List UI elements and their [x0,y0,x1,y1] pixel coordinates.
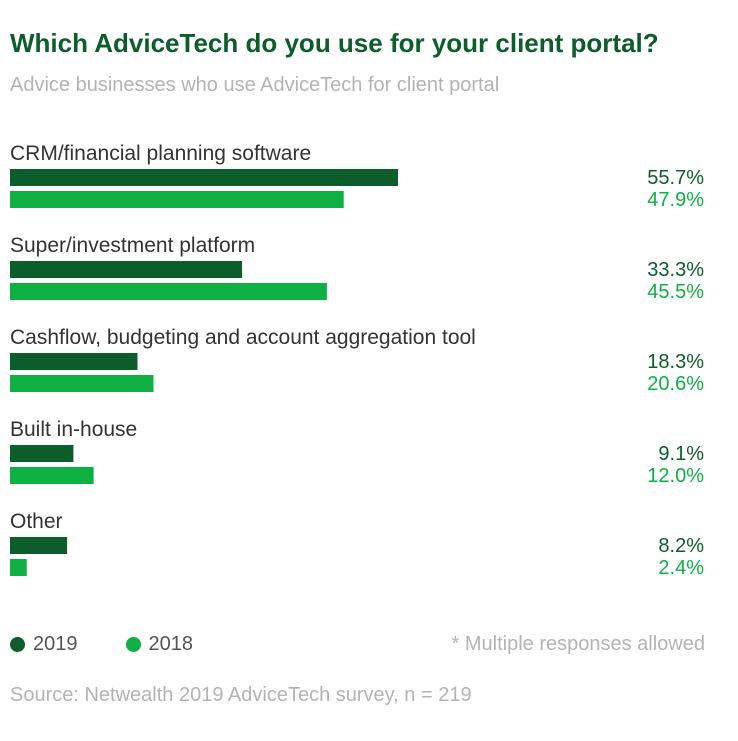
category-label-built-in-house: Built in-house [10,418,137,441]
bar-2019-built-in-house [10,445,74,462]
legend-swatch-2018 [125,637,141,652]
bar-2018-cashflow-budgeting-and-account-aggregation-tool [10,375,154,392]
footnote: * Multiple responses allowed [451,633,705,655]
legend-swatch-2019 [10,637,25,652]
value-label-2019-cashflow-budgeting-and-account-aggregation-tool: 18.3% [647,351,704,373]
value-label-2018-built-in-house: 12.0% [647,465,704,487]
legend: 2019 2018 [10,633,241,656]
value-label-2019-crm-financial-planning-software: 55.7% [647,167,704,189]
bar-2018-other [10,559,27,576]
legend-item-2019: 2019 [10,633,78,656]
bar-chart: CRM/financial planning software 55.7%47.9… [10,142,704,579]
value-label-2018-super-investment-platform: 45.5% [647,281,704,303]
chart-subtitle: Advice businesses who use AdviceTech for… [10,74,500,96]
legend-label-2019: 2019 [33,633,78,655]
chart-title: Which AdviceTech do you use for your cli… [10,28,659,58]
value-label-2019-built-in-house: 9.1% [658,443,704,465]
value-label-2018-cashflow-budgeting-and-account-aggregation-tool: 20.6% [647,373,704,395]
source-note: Source: Netwealth 2019 AdviceTech survey… [10,684,472,706]
bar-2018-crm-financial-planning-software [10,191,344,208]
category-label-crm-financial-planning-software: CRM/financial planning software [10,142,311,165]
legend-label-2018: 2018 [148,633,194,655]
legend-item-2018: 2018 [125,633,194,656]
value-label-2018-crm-financial-planning-software: 47.9% [647,189,704,211]
category-label-cashflow-budgeting-and-account-aggregation-tool: Cashflow, budgeting and account aggregat… [10,326,476,349]
category-label-super-investment-platform: Super/investment platform [10,234,255,257]
bar-2018-built-in-house [10,467,94,484]
value-label-2019-super-investment-platform: 33.3% [647,259,704,281]
bar-2019-cashflow-budgeting-and-account-aggregation-tool [10,353,138,370]
bar-2019-crm-financial-planning-software [10,169,398,186]
value-label-2019-other: 8.2% [658,535,704,557]
bar-2018-super-investment-platform [10,283,327,300]
bar-2019-other [10,537,68,554]
bar-2019-super-investment-platform [10,261,242,278]
value-label-2018-other: 2.4% [658,557,704,579]
category-label-other: Other [10,510,63,533]
